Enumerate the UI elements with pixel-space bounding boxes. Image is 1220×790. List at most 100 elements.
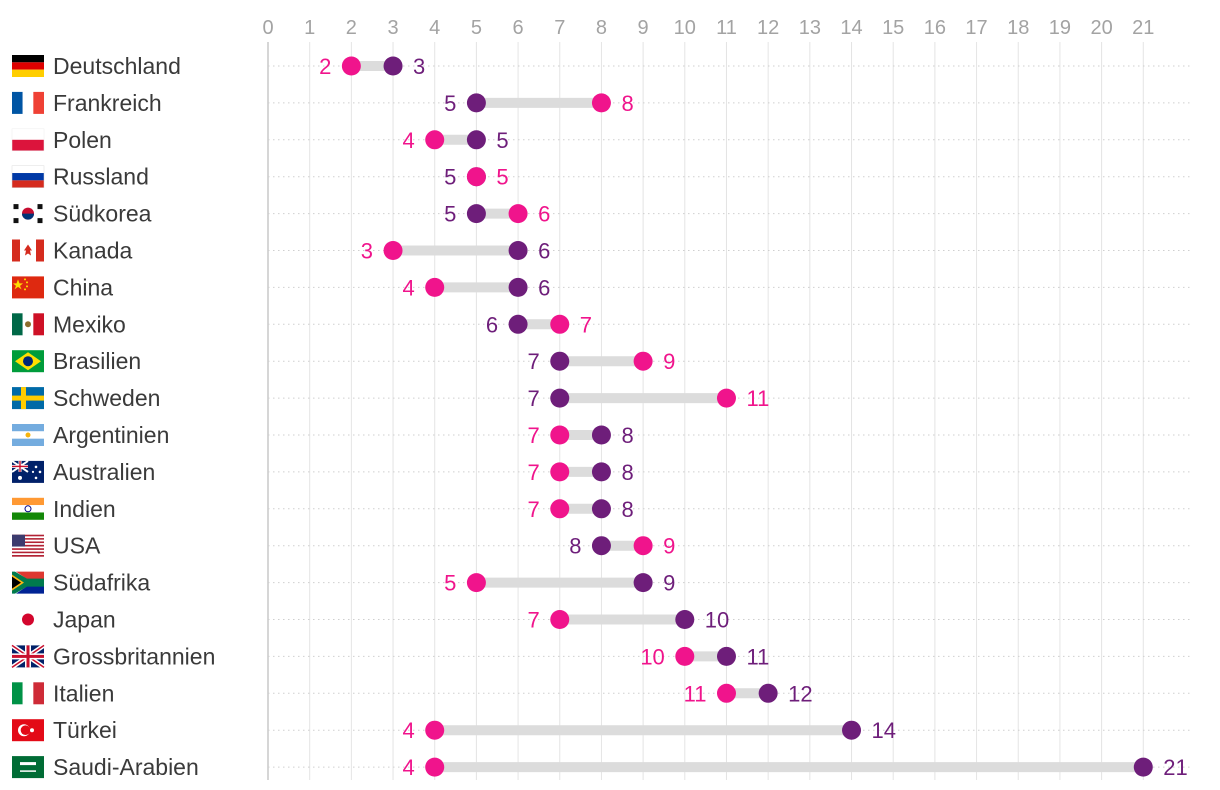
purple-point: [633, 573, 653, 593]
data-label-high: 6: [538, 202, 550, 227]
country-labels: Deutschland Frankreich Polen Russland Südkor…: [53, 53, 215, 780]
country-label: Türkei: [53, 717, 117, 743]
data-label-low: 7: [528, 497, 540, 522]
pink-point: [383, 241, 403, 260]
sa-flag-icon: [12, 756, 44, 779]
x-tick-label: 0: [262, 17, 273, 39]
x-tick-label: 18: [1007, 17, 1029, 39]
row-guides: [268, 65, 1190, 768]
x-tick-label: 2: [346, 17, 357, 39]
gb-flag-icon: [10, 643, 46, 670]
x-tick-label: 13: [799, 17, 821, 39]
country-label: Italien: [53, 680, 114, 706]
country-label: Saudi-Arabien: [53, 754, 199, 780]
data-label-low: 7: [528, 423, 540, 448]
data-points: [341, 56, 1153, 777]
pl-flag-icon: [11, 128, 45, 152]
data-label-low: 5: [444, 165, 456, 190]
kr-flag-icon: [12, 202, 44, 225]
pink-point: [466, 573, 486, 593]
data-label-high: 8: [621, 460, 633, 485]
data-label-high: 11: [746, 644, 769, 669]
pink-point: [425, 757, 445, 777]
data-label-high: 8: [621, 497, 633, 522]
pink-point: [341, 56, 361, 76]
in-flag-icon: [12, 497, 44, 520]
data-label-high: 6: [538, 275, 550, 300]
x-tick-label: 15: [882, 17, 904, 39]
ar-flag-icon: [12, 424, 44, 446]
data-label-low: 11: [684, 681, 707, 706]
purple-point: [758, 683, 778, 703]
data-label-low: 6: [486, 312, 498, 337]
purple-point: [550, 351, 570, 371]
pink-point: [508, 204, 528, 224]
de-flag-icon: [12, 55, 44, 77]
country-flags: [10, 55, 46, 779]
data-label-high: 14: [872, 718, 896, 743]
data-label-high: 12: [788, 681, 812, 706]
data-label-low: 5: [444, 202, 456, 227]
x-tick-label: 4: [429, 17, 440, 39]
x-tick-label: 12: [757, 17, 779, 39]
pink-point: [425, 277, 445, 297]
data-label-low: 8: [569, 534, 581, 559]
data-label-low: 10: [640, 644, 664, 669]
data-label-low: 4: [402, 275, 414, 300]
ca-flag-icon: [12, 239, 44, 262]
data-label-low: 7: [528, 608, 540, 633]
purple-point: [466, 204, 486, 224]
ru-flag-icon: [11, 165, 45, 188]
data-label-low: 5: [444, 571, 456, 596]
data-label-low: 4: [402, 755, 414, 780]
data-label-high: 8: [621, 91, 633, 116]
country-label: Brasilien: [53, 348, 141, 374]
fr-flag-icon: [12, 91, 44, 114]
country-label: Kanada: [53, 238, 133, 264]
country-label: Indien: [53, 496, 116, 522]
x-tick-label: 3: [387, 17, 398, 39]
data-label-high: 11: [746, 386, 769, 411]
pink-point: [550, 462, 570, 482]
data-label-high: 9: [663, 571, 675, 596]
data-label-low: 4: [402, 718, 414, 743]
x-tick-label: 14: [840, 17, 862, 39]
country-label: Südafrika: [53, 570, 150, 596]
pink-point: [591, 93, 611, 113]
x-tick-label: 6: [513, 17, 524, 39]
x-tick-label: 8: [596, 17, 607, 39]
data-label-low: 7: [528, 460, 540, 485]
pink-point: [550, 610, 570, 629]
x-tick-label: 10: [674, 17, 696, 39]
se-flag-icon: [12, 387, 44, 410]
data-label-high: 9: [663, 349, 675, 374]
purple-point: [675, 610, 695, 629]
data-label-high: 10: [705, 608, 729, 633]
purple-point: [466, 130, 486, 150]
x-tick-label: 20: [1090, 17, 1112, 39]
country-label: China: [53, 274, 113, 300]
x-tick-label: 17: [965, 17, 987, 39]
pink-point: [633, 351, 653, 371]
country-label: Südkorea: [53, 201, 152, 227]
purple-point: [591, 499, 611, 519]
purple-point: [591, 536, 611, 556]
country-label: Deutschland: [53, 53, 181, 79]
cn-flag-icon: [12, 276, 44, 299]
data-label-low: 3: [361, 239, 373, 264]
pink-point: [466, 167, 486, 187]
country-label: Russland: [53, 164, 149, 190]
purple-point: [508, 277, 528, 297]
data-label-low: 7: [528, 349, 540, 374]
country-label: Australien: [53, 459, 155, 485]
x-tick-label: 9: [638, 17, 649, 39]
data-label-high: 21: [1163, 755, 1187, 780]
country-label: Grossbritannien: [53, 643, 215, 669]
country-label: Argentinien: [53, 422, 169, 448]
country-label: Frankreich: [53, 90, 162, 116]
country-label: Japan: [53, 607, 116, 633]
x-axis: 0 1 2 3 4 5 6 7 8 9 10 11 12 13 14 15 16 17 18 19 20 21: [262, 17, 1154, 39]
purple-point: [716, 646, 736, 666]
